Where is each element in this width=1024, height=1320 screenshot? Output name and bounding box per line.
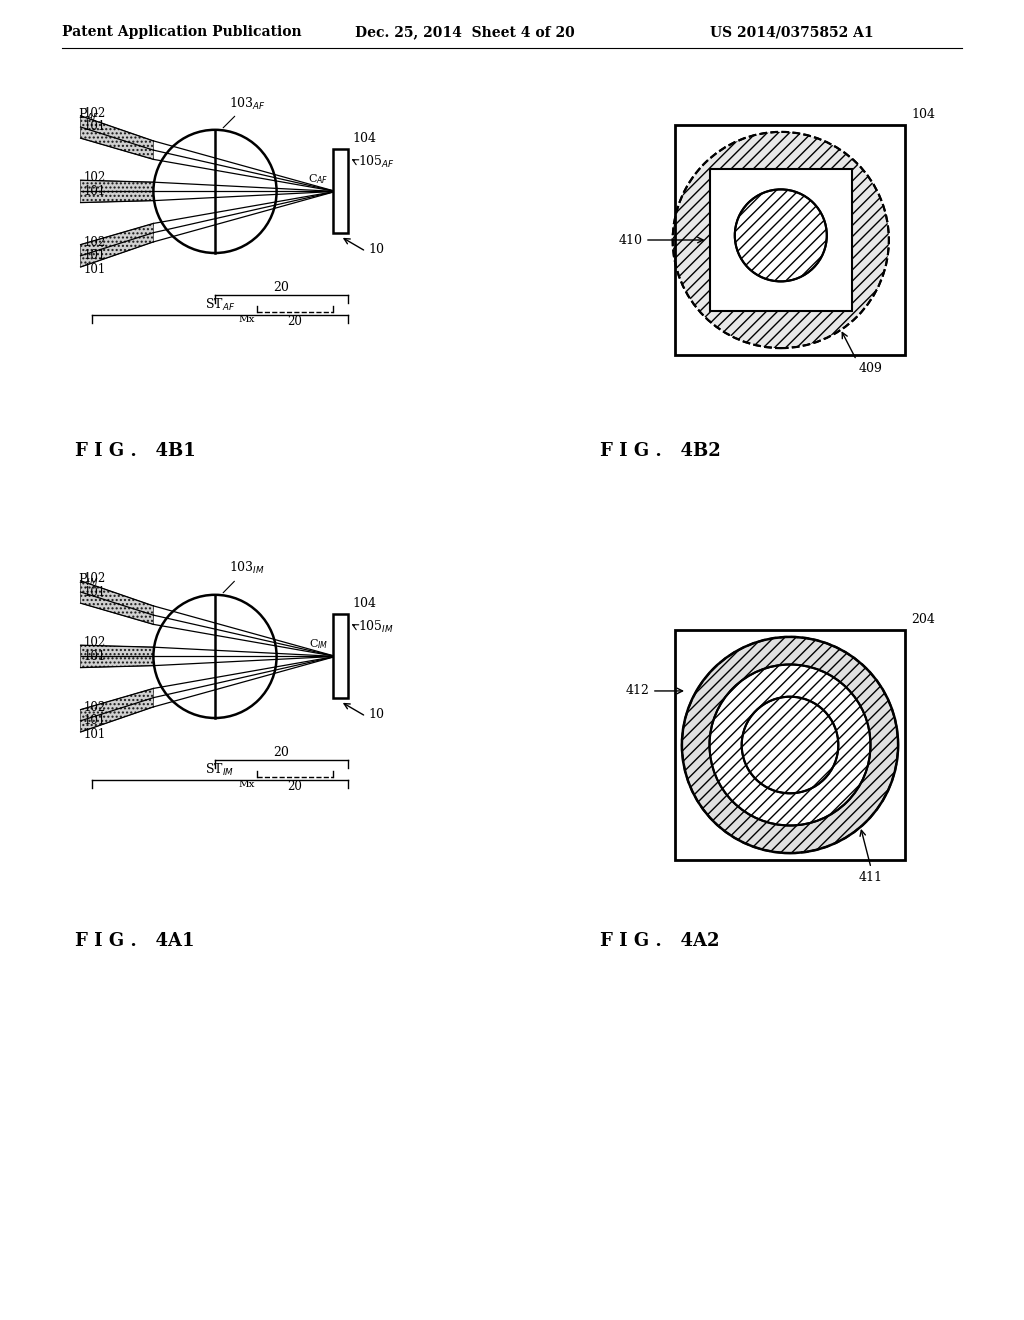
Text: US 2014/0375852 A1: US 2014/0375852 A1	[710, 25, 873, 40]
Polygon shape	[81, 181, 154, 202]
Text: 102: 102	[83, 172, 105, 185]
Text: F I G .   4A2: F I G . 4A2	[600, 932, 720, 950]
Polygon shape	[81, 689, 154, 733]
Text: 20: 20	[273, 746, 290, 759]
Text: 102: 102	[83, 572, 105, 585]
Circle shape	[673, 132, 889, 348]
Text: 105$_{IM}$: 105$_{IM}$	[358, 619, 394, 635]
Bar	[333, 149, 348, 234]
Circle shape	[741, 697, 839, 793]
Text: 102: 102	[83, 236, 105, 249]
Circle shape	[735, 189, 826, 281]
Text: 409: 409	[858, 362, 883, 375]
Text: 102: 102	[83, 701, 105, 714]
Text: 204: 204	[911, 612, 935, 626]
Text: 101: 101	[83, 185, 105, 198]
Text: 101: 101	[83, 249, 105, 263]
Text: C$_{IM}$: C$_{IM}$	[309, 636, 329, 651]
Text: 101: 101	[83, 649, 105, 663]
Text: F I G .   4B1: F I G . 4B1	[75, 442, 196, 459]
Circle shape	[710, 664, 870, 825]
Text: Mx: Mx	[239, 314, 255, 323]
Text: 102: 102	[83, 636, 105, 649]
Text: C$_{AF}$: C$_{AF}$	[308, 172, 329, 186]
Text: P$_{AF}$: P$_{AF}$	[78, 107, 99, 123]
Text: ST$_{AF}$: ST$_{AF}$	[205, 297, 234, 313]
Text: F I G .   4B2: F I G . 4B2	[600, 442, 721, 459]
Text: 104: 104	[911, 108, 935, 121]
Bar	[333, 614, 348, 698]
Text: 104: 104	[352, 132, 376, 145]
Polygon shape	[81, 116, 154, 160]
Bar	[710, 169, 852, 312]
Text: F I G .   4A1: F I G . 4A1	[75, 932, 195, 950]
Text: 10: 10	[368, 243, 384, 256]
Text: 103$_{AF}$: 103$_{AF}$	[223, 95, 266, 128]
Polygon shape	[81, 645, 154, 668]
Text: 101: 101	[83, 120, 105, 133]
Text: 101: 101	[83, 263, 105, 276]
Bar	[675, 125, 905, 355]
Text: 20: 20	[288, 314, 302, 327]
Text: ST$_{IM}$: ST$_{IM}$	[206, 762, 234, 779]
Text: 101: 101	[83, 729, 105, 742]
Text: 410: 410	[618, 234, 643, 247]
Text: 411: 411	[859, 871, 883, 884]
Circle shape	[682, 636, 898, 853]
Text: 102: 102	[83, 107, 105, 120]
Text: Dec. 25, 2014  Sheet 4 of 20: Dec. 25, 2014 Sheet 4 of 20	[355, 25, 574, 40]
Text: 20: 20	[273, 281, 290, 293]
Text: 101: 101	[83, 586, 105, 598]
Text: Mx: Mx	[239, 780, 255, 789]
Text: 10: 10	[368, 708, 384, 721]
Polygon shape	[81, 223, 154, 267]
Polygon shape	[81, 581, 154, 624]
Text: P$_{IM}$: P$_{IM}$	[78, 572, 98, 587]
Text: 101: 101	[83, 714, 105, 727]
Text: 103$_{IM}$: 103$_{IM}$	[223, 561, 265, 593]
Text: 412: 412	[626, 685, 650, 697]
Text: Patent Application Publication: Patent Application Publication	[62, 25, 302, 40]
Text: 104: 104	[352, 598, 376, 610]
Text: 105$_{AF}$: 105$_{AF}$	[358, 154, 395, 170]
Bar	[675, 630, 905, 861]
Text: 20: 20	[288, 780, 302, 793]
